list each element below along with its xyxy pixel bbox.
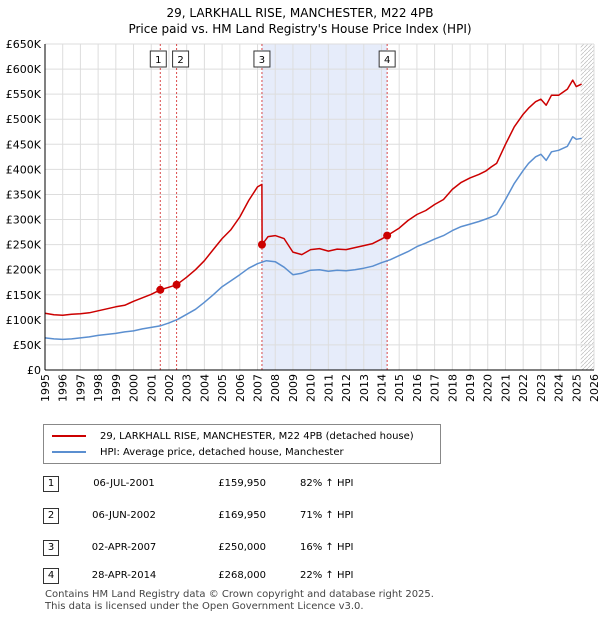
y-tick-label: £450K <box>6 138 42 151</box>
sale-number-box: 3 <box>43 540 59 556</box>
sale-point <box>257 240 266 249</box>
y-tick-label: £250K <box>6 239 42 252</box>
x-tick-label: 2025 <box>570 374 583 402</box>
legend: 29, LARKHALL RISE, MANCHESTER, M22 4PB (… <box>43 424 441 464</box>
x-tick-label: 2024 <box>553 374 566 402</box>
legend-hpi-label: HPI: Average price, detached house, Manc… <box>100 446 344 458</box>
table-row: 3 02-APR-2007 £250,000 16% ↑ HPI <box>0 538 600 558</box>
sale-marker-box <box>253 50 271 68</box>
x-tick-label: 1998 <box>92 374 105 402</box>
x-tick-label: 2018 <box>446 374 459 402</box>
footer-copyright: Contains HM Land Registry data © Crown c… <box>45 589 434 600</box>
sale-point <box>383 231 392 240</box>
y-tick-label: £400K <box>6 163 42 176</box>
sale-date: 28-APR-2014 <box>91 570 157 581</box>
legend-red-line <box>52 435 86 437</box>
y-tick-label: £350K <box>6 188 42 201</box>
x-tick-label: 2014 <box>375 374 388 402</box>
x-tick-label: 2017 <box>429 374 442 402</box>
sale-price: £159,950 <box>218 478 266 489</box>
sale-marker-box <box>172 50 190 68</box>
x-tick-label: 2013 <box>358 374 371 402</box>
x-tick-label: 2023 <box>535 374 548 402</box>
sale-marker-label: 2 <box>177 55 183 66</box>
y-tick-label: £50K <box>13 339 42 352</box>
footer-licence: This data is licensed under the Open Gov… <box>45 601 364 612</box>
hpi-line <box>44 136 582 341</box>
footer: Contains HM Land Registry data © Crown c… <box>45 589 434 613</box>
table-row: 2 06-JUN-2002 £169,950 71% ↑ HPI <box>0 506 600 526</box>
sale-hpi-change: 16% ↑ HPI <box>300 542 354 553</box>
sale-price: £268,000 <box>218 570 266 581</box>
sale-number-box: 4 <box>43 568 59 584</box>
shaded-region <box>261 44 388 370</box>
x-tick-label: 2002 <box>163 374 176 402</box>
table-row: 1 06-JUL-2001 £159,950 82% ↑ HPI <box>0 474 600 494</box>
x-tick-label: 2000 <box>128 374 141 402</box>
sale-point <box>172 280 181 289</box>
sale-marker-label: 3 <box>259 55 265 66</box>
y-tick-label: £200K <box>6 264 42 277</box>
x-tick-label: 1999 <box>110 374 123 402</box>
y-tick-label: £150K <box>6 289 42 302</box>
sale-date: 02-APR-2007 <box>91 542 157 553</box>
sale-hpi-change: 82% ↑ HPI <box>300 478 354 489</box>
chart-subtitle: Price paid vs. HM Land Registry's House … <box>128 22 472 36</box>
table-row: 4 28-APR-2014 £268,000 22% ↑ HPI <box>0 566 600 586</box>
x-tick-label: 2012 <box>340 374 353 402</box>
chart-title: 29, LARKHALL RISE, MANCHESTER, M22 4PB <box>166 6 434 20</box>
sale-date: 06-JUL-2001 <box>93 478 155 489</box>
y-tick-label: £650K <box>6 38 42 51</box>
x-tick-label: 2019 <box>464 374 477 402</box>
sale-hpi-change: 71% ↑ HPI <box>300 510 354 521</box>
x-tick-label: 2016 <box>411 374 424 402</box>
x-tick-label: 2008 <box>269 374 282 402</box>
x-tick-label: 2022 <box>517 374 530 402</box>
sale-marker-label: 1 <box>155 55 161 66</box>
x-tick-label: 1995 <box>39 374 52 402</box>
x-tick-label: 2011 <box>322 374 335 402</box>
legend-blue-line <box>52 451 86 453</box>
x-tick-label: 2003 <box>181 374 194 402</box>
x-tick-label: 1997 <box>74 374 87 402</box>
x-tick-label: 2020 <box>482 374 495 402</box>
future-hatch <box>580 44 594 370</box>
sale-number-box: 1 <box>43 476 59 492</box>
legend-item-property: 29, LARKHALL RISE, MANCHESTER, M22 4PB (… <box>52 429 414 443</box>
x-tick-label: 2021 <box>499 374 512 402</box>
x-tick-label: 2026 <box>588 374 600 402</box>
sale-marker-box <box>378 50 396 68</box>
sale-marker-box <box>149 50 167 68</box>
sale-hpi-change: 22% ↑ HPI <box>300 570 354 581</box>
y-tick-label: £100K <box>6 314 42 327</box>
sale-marker-label: 4 <box>384 55 390 66</box>
y-tick-label: £300K <box>6 214 42 227</box>
x-tick-label: 1996 <box>57 374 70 402</box>
sale-date: 06-JUN-2002 <box>92 510 156 521</box>
property-price-line <box>44 79 582 317</box>
x-tick-label: 2010 <box>305 374 318 402</box>
y-tick-label: £600K <box>6 63 42 76</box>
x-tick-label: 2015 <box>393 374 406 402</box>
sale-price: £169,950 <box>218 510 266 521</box>
sale-number-box: 2 <box>43 508 59 524</box>
price-chart: 1 2 3 4 £0 £50K £100K £150K £200K £250K £300K £350… <box>6 38 600 402</box>
y-tick-label: £500K <box>6 113 42 126</box>
x-tick-label: 2006 <box>234 374 247 402</box>
x-tick-label: 2004 <box>198 374 211 402</box>
x-tick-label: 2001 <box>145 374 158 402</box>
sale-point <box>156 285 165 294</box>
sale-price: £250,000 <box>218 542 266 553</box>
x-tick-label: 2009 <box>287 374 300 402</box>
y-tick-label: £0 <box>27 364 41 377</box>
x-tick-label: 2007 <box>252 374 265 402</box>
legend-property-label: 29, LARKHALL RISE, MANCHESTER, M22 4PB (… <box>100 430 414 442</box>
y-tick-label: £550K <box>6 88 42 101</box>
x-tick-label: 2005 <box>216 374 229 402</box>
legend-item-hpi: HPI: Average price, detached house, Manc… <box>52 445 344 459</box>
